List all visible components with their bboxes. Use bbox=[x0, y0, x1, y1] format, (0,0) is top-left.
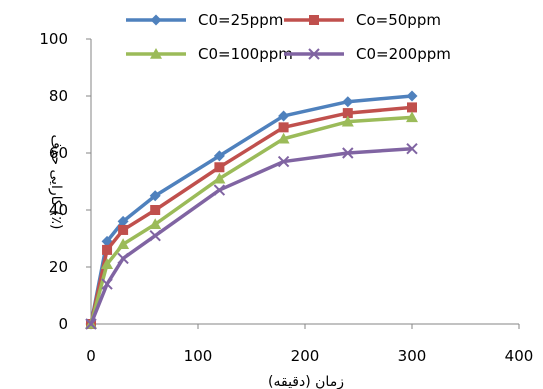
data-point bbox=[342, 108, 353, 119]
y-tick-label: 100 bbox=[39, 30, 68, 48]
data-point bbox=[102, 244, 113, 255]
legend-item: C0=200ppm bbox=[284, 45, 451, 63]
legend-marker bbox=[150, 14, 162, 26]
legend-label: Co=50ppm bbox=[356, 11, 441, 29]
data-point bbox=[213, 184, 226, 196]
axes bbox=[86, 38, 520, 329]
data-point bbox=[278, 110, 290, 122]
legend: C0=25ppm Co=50ppm C0=100ppm C0=200ppm bbox=[126, 11, 451, 63]
legend-label: C0=100ppm bbox=[198, 45, 293, 63]
data-point bbox=[277, 155, 290, 168]
data-point bbox=[149, 190, 161, 202]
legend-item: C0=100ppm bbox=[126, 45, 293, 63]
legend-marker bbox=[309, 15, 319, 25]
data-point bbox=[214, 162, 225, 173]
y-tick-label: 80 bbox=[49, 87, 68, 105]
data-point bbox=[117, 238, 130, 249]
x-tick-label: 400 bbox=[505, 347, 534, 365]
y-tick-labels: 0 20 40 60 80 100 bbox=[39, 30, 68, 333]
legend-marker bbox=[308, 48, 320, 60]
x-tick-labels: 0 100 200 300 400 bbox=[86, 347, 533, 365]
data-point bbox=[85, 318, 97, 330]
data-point bbox=[149, 229, 161, 242]
data-point bbox=[118, 224, 129, 235]
x-tick-label: 100 bbox=[184, 347, 213, 365]
x-tick-label: 200 bbox=[291, 347, 320, 365]
x-tick-label: 300 bbox=[398, 347, 427, 365]
y-tick-label: 20 bbox=[49, 258, 68, 276]
legend-item: Co=50ppm bbox=[284, 11, 441, 29]
y-tick-label: 40 bbox=[49, 201, 68, 219]
series-line bbox=[89, 94, 413, 325]
x-axis-title: زمان (دقیقه) bbox=[268, 374, 344, 389]
data-point bbox=[342, 96, 354, 108]
legend-label: C0=25ppm bbox=[198, 11, 283, 29]
data-point bbox=[406, 111, 418, 123]
x-tick-label: 0 bbox=[86, 347, 96, 365]
data-point bbox=[150, 205, 161, 215]
series-3 bbox=[85, 111, 418, 329]
legend-label: C0=200ppm bbox=[356, 45, 451, 63]
series-line bbox=[89, 146, 413, 325]
data-point bbox=[101, 278, 113, 290]
legend-item: C0=25ppm bbox=[126, 11, 283, 29]
data-point bbox=[342, 147, 354, 159]
y-tick-label: 0 bbox=[58, 315, 68, 333]
data-point bbox=[341, 115, 354, 127]
data-point bbox=[213, 150, 225, 162]
data-point bbox=[213, 172, 226, 184]
data-point bbox=[277, 132, 290, 144]
data-point bbox=[407, 102, 417, 113]
data-point bbox=[117, 252, 129, 265]
data-point bbox=[406, 143, 418, 155]
data-point bbox=[278, 122, 289, 133]
series-line bbox=[89, 105, 413, 325]
data-point bbox=[101, 258, 114, 269]
data-point bbox=[117, 215, 129, 227]
y-axis-title: کارایی حذف (٪) bbox=[48, 134, 64, 229]
series-line bbox=[89, 115, 413, 325]
series-1 bbox=[85, 90, 418, 330]
series-4 bbox=[85, 143, 418, 330]
legend-marker bbox=[150, 48, 162, 59]
data-point bbox=[406, 90, 418, 102]
data-point bbox=[149, 218, 162, 230]
series-group bbox=[85, 90, 418, 330]
y-tick-label: 60 bbox=[49, 144, 68, 162]
